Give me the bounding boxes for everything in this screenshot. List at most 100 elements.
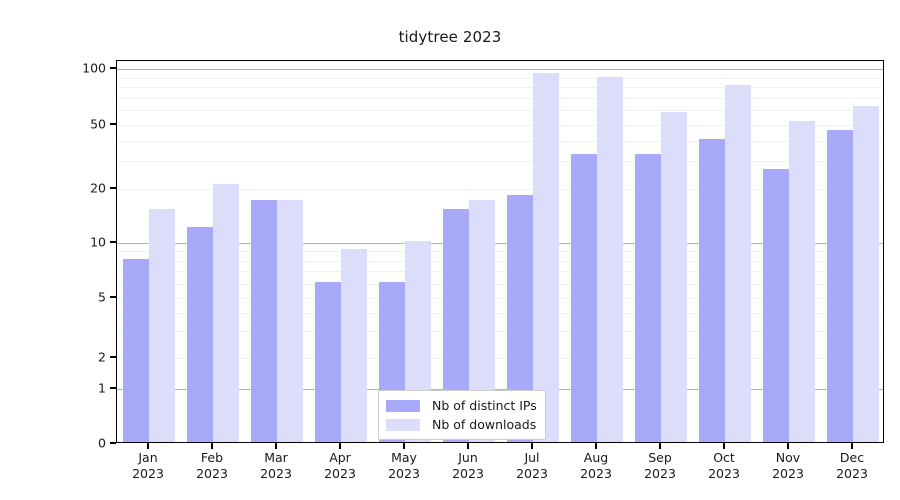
x-axis-tick-month: Feb (200, 450, 224, 465)
bar-distinct-ips-mar (251, 199, 277, 442)
x-axis-tick-month: Oct (713, 450, 735, 465)
bar-distinct-ips-apr (315, 281, 341, 442)
x-axis-tick-month: Jul (524, 450, 540, 465)
legend-item-distinct-ips: Nb of distinct IPs (386, 396, 537, 415)
bar-downloads-jan (149, 209, 175, 442)
x-axis-tick-label-oct: Oct 2023 (708, 450, 740, 482)
bar-downloads-mar (277, 199, 303, 442)
x-axis-tick-mark-oct (723, 443, 725, 449)
x-axis-tick-month: Aug (583, 450, 609, 465)
x-axis-tick-mark-nov (787, 443, 789, 449)
gridline-5 (117, 298, 883, 299)
x-axis-tick-year: 2023 (580, 466, 612, 481)
y-axis-tick-mark-20 (110, 187, 116, 189)
y-axis-tick-mark-1 (110, 387, 116, 389)
x-axis-tick-label-jun: Jun 2023 (452, 450, 484, 482)
y-axis-tick-label-0: 0 (98, 435, 106, 451)
x-axis-tick-year: 2023 (708, 466, 740, 481)
y-axis-tick-mark-0 (110, 442, 116, 444)
x-axis-tick-year: 2023 (196, 466, 228, 481)
y-axis-tick-mark-50 (110, 123, 116, 125)
legend-label-distinct-ips: Nb of distinct IPs (432, 398, 537, 413)
x-axis-tick-label-apr: Apr 2023 (324, 450, 356, 482)
x-axis-tick-mark-mar (275, 443, 277, 449)
y-axis-tick-label-10: 10 (90, 234, 106, 250)
x-axis-tick-label-sep: Sep 2023 (644, 450, 676, 482)
bars-layer (117, 61, 883, 442)
gridline-100 (117, 69, 883, 70)
bar-downloads-feb (213, 183, 239, 442)
gridline-4 (117, 312, 883, 314)
x-axis-tick-label-may: May 2023 (388, 450, 420, 482)
y-axis-tick-label-5: 5 (98, 289, 106, 305)
y-axis-tick-mark-100 (110, 67, 116, 69)
x-axis-tick-mark-feb (211, 443, 213, 449)
x-axis-tick-month: Nov (775, 450, 801, 465)
x-axis-tick-mark-dec (851, 443, 853, 449)
legend-swatch-icon-downloads (386, 418, 420, 431)
x-axis-tick-year: 2023 (644, 466, 676, 481)
bar-distinct-ips-feb (187, 226, 213, 442)
gridline-1 (117, 389, 883, 390)
x-axis-tick-label-feb: Feb 2023 (196, 450, 228, 482)
bar-downloads-aug (597, 77, 623, 442)
x-axis-tick-month: Sep (648, 450, 672, 465)
y-axis-tick-mark-5 (110, 296, 116, 298)
x-axis-tick-mark-aug (595, 443, 597, 449)
x-axis-tick-label-aug: Aug 2023 (580, 450, 612, 482)
gridline-6 (117, 283, 883, 285)
x-axis-tick-month: Jan (138, 450, 158, 465)
gridline-80 (117, 87, 883, 89)
x-axis-tick-mark-apr (339, 443, 341, 449)
gridline-9 (117, 251, 883, 253)
x-axis-tick-mark-jun (467, 443, 469, 449)
x-axis-tick-year: 2023 (388, 466, 420, 481)
gridline-70 (117, 97, 883, 99)
x-axis-tick-year: 2023 (452, 466, 484, 481)
x-axis-tick-year: 2023 (324, 466, 356, 481)
x-axis-tick-mark-jul (531, 443, 533, 449)
bar-downloads-oct (725, 85, 751, 442)
gridline-8 (117, 260, 883, 262)
plot-area (116, 60, 884, 443)
gridline-40 (117, 140, 883, 142)
x-axis-tick-month: Dec (839, 450, 865, 465)
y-axis-tick-label-20: 20 (90, 180, 106, 196)
x-axis-tick-year: 2023 (836, 466, 868, 481)
x-axis-tick-month: May (391, 450, 417, 465)
gridline-50 (117, 125, 883, 126)
x-axis-tick-mark-jan (147, 443, 149, 449)
legend-item-downloads: Nb of downloads (386, 415, 537, 434)
x-axis-tick-label-jul: Jul 2023 (516, 450, 548, 482)
bar-distinct-ips-nov (763, 168, 789, 442)
bar-downloads-dec (853, 105, 879, 442)
gridline-2 (117, 358, 883, 359)
chart-title: tidytree 2023 (398, 28, 502, 46)
bar-downloads-apr (341, 249, 367, 442)
x-axis-tick-label-jan: Jan 2023 (132, 450, 164, 482)
gridline-20 (117, 189, 883, 190)
gridline-30 (117, 160, 883, 162)
gridline-10 (117, 243, 883, 244)
x-axis-tick-year: 2023 (516, 466, 548, 481)
gridline-7 (117, 271, 883, 273)
bar-downloads-jul (533, 72, 559, 442)
y-axis-tick-label-100: 100 (82, 60, 106, 76)
x-axis-tick-label-nov: Nov 2023 (772, 450, 804, 482)
bar-distinct-ips-dec (827, 130, 853, 442)
x-axis-tick-year: 2023 (260, 466, 292, 481)
x-axis-tick-year: 2023 (772, 466, 804, 481)
y-axis-tick-label-1: 1 (98, 380, 106, 396)
y-axis-tick-mark-2 (110, 356, 116, 358)
x-axis-tick-year: 2023 (132, 466, 164, 481)
x-axis-tick-month: Apr (329, 450, 351, 465)
y-axis-tick-label-50: 50 (90, 116, 106, 132)
y-axis-tick-mark-10 (110, 241, 116, 243)
x-axis-tick-label-mar: Mar 2023 (260, 450, 292, 482)
bar-downloads-sep (661, 112, 687, 442)
x-axis-tick-label-dec: Dec 2023 (836, 450, 868, 482)
chart-legend: Nb of distinct IPs Nb of downloads (378, 390, 546, 440)
bar-distinct-ips-oct (699, 138, 725, 442)
